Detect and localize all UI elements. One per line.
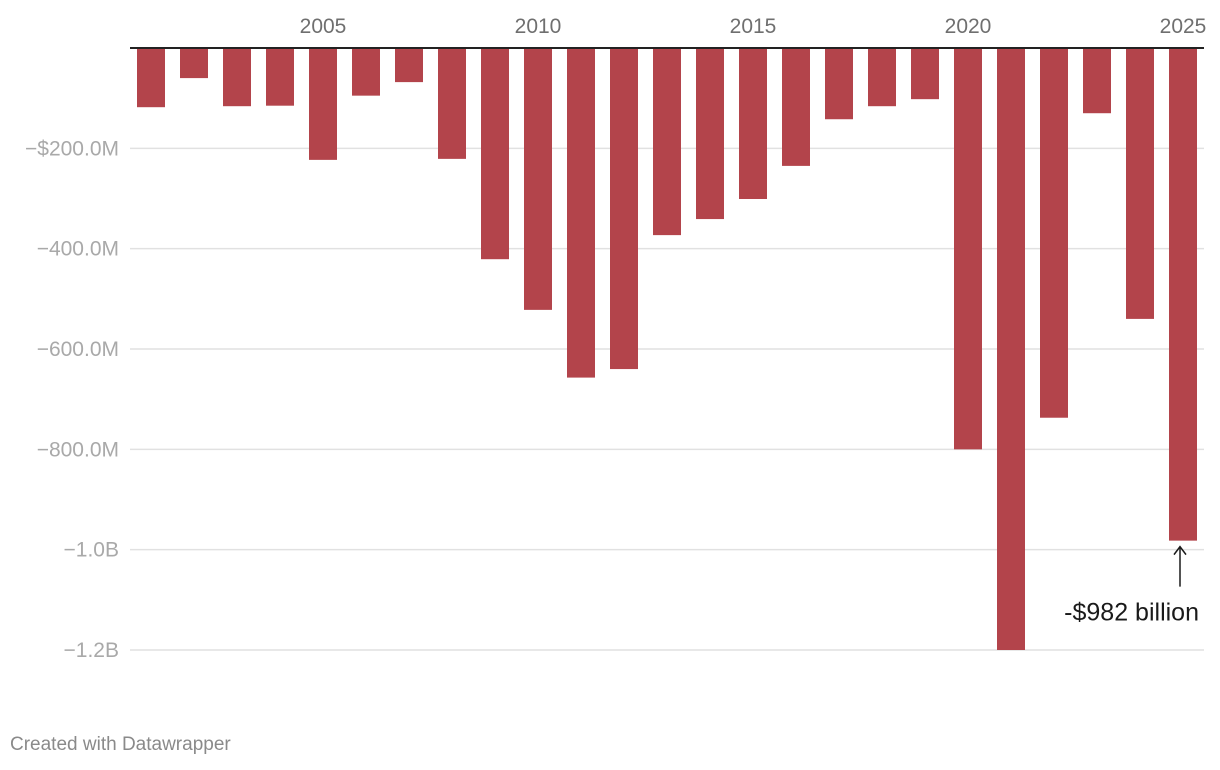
- bar-2014: [696, 48, 724, 220]
- bar-2021: [997, 48, 1025, 650]
- bar-2019: [911, 48, 939, 100]
- x-tick-label: 2010: [515, 15, 562, 38]
- bar-2003: [223, 48, 251, 107]
- bar-2008: [438, 48, 466, 159]
- bars: [137, 48, 1197, 650]
- y-tick-label: −$200.0M: [25, 137, 119, 160]
- bar-2002: [180, 48, 208, 79]
- x-tick-label: 2015: [730, 15, 777, 38]
- annotation: -$982 billion: [1064, 545, 1199, 627]
- bar-2023: [1083, 48, 1111, 114]
- x-tick-label: 2025: [1160, 15, 1207, 38]
- annotation-arrow-head: [1173, 545, 1187, 556]
- bar-2015: [739, 48, 767, 200]
- x-tick-label: 2020: [945, 15, 992, 38]
- bar-2004: [266, 48, 294, 106]
- y-tick-label: −400.0M: [37, 238, 119, 261]
- bar-2025: [1169, 48, 1197, 541]
- bar-2010: [524, 48, 552, 310]
- credit-text: Created with Datawrapper: [10, 734, 231, 755]
- y-tick-label: −1.0B: [64, 539, 119, 562]
- x-tick-label: 2005: [300, 15, 347, 38]
- y-tick-label: −800.0M: [37, 438, 119, 461]
- bar-2020: [954, 48, 982, 450]
- bar-2001: [137, 48, 165, 108]
- bar-2006: [352, 48, 380, 96]
- bar-2011: [567, 48, 595, 378]
- bar-2018: [868, 48, 896, 107]
- bar-2024: [1126, 48, 1154, 319]
- y-tick-label: −600.0M: [37, 338, 119, 361]
- bar-2016: [782, 48, 810, 166]
- bar-2017: [825, 48, 853, 120]
- y-tick-label: −1.2B: [64, 639, 119, 662]
- bar-2022: [1040, 48, 1068, 418]
- bar-2007: [395, 48, 423, 83]
- bar-2013: [653, 48, 681, 236]
- bar-2012: [610, 48, 638, 370]
- annotation-label: -$982 billion: [1064, 599, 1199, 627]
- bar-2009: [481, 48, 509, 260]
- y-axis-ticks: −$200.0M −400.0M −600.0M −800.0M −1.0B −1.2B: [25, 137, 119, 662]
- x-axis-ticks: 2005 2010 2015 2020 2025: [300, 15, 1207, 38]
- bar-2005: [309, 48, 337, 160]
